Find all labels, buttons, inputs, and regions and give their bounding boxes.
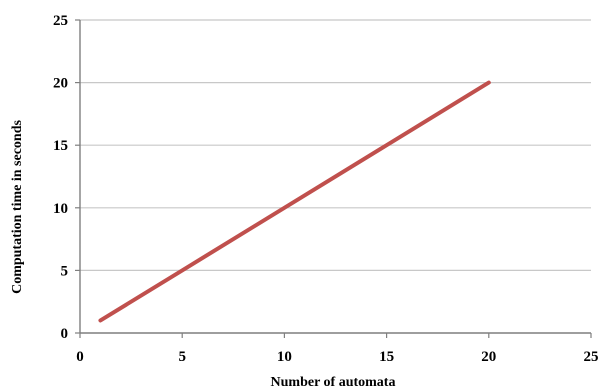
- x-tick-label: 10: [277, 349, 292, 365]
- y-tick-label: 0: [61, 326, 69, 342]
- x-tick-label: 25: [584, 349, 599, 365]
- series-layer: [98, 80, 491, 323]
- y-tick-labels: 0 5 10 15 20 25: [53, 13, 68, 342]
- x-tick-label: 15: [379, 349, 394, 365]
- x-tick-label: 20: [481, 349, 496, 365]
- y-tick-label: 20: [53, 76, 68, 92]
- y-tick-label: 10: [53, 201, 68, 217]
- x-tick-label: 5: [178, 349, 186, 365]
- x-axis-title: Number of automata: [271, 375, 396, 390]
- gridlines: [80, 19, 591, 271]
- series-line-0: [98, 80, 491, 323]
- y-axis-title: Computation time in seconds: [10, 120, 25, 294]
- x-tick-labels: 0 5 10 15 20 25: [76, 349, 598, 365]
- y-tick-label: 5: [61, 263, 69, 279]
- axes: [75, 19, 592, 338]
- y-tick-label: 15: [53, 138, 68, 154]
- x-tick-label: 0: [76, 349, 84, 365]
- y-tick-label: 25: [53, 13, 68, 29]
